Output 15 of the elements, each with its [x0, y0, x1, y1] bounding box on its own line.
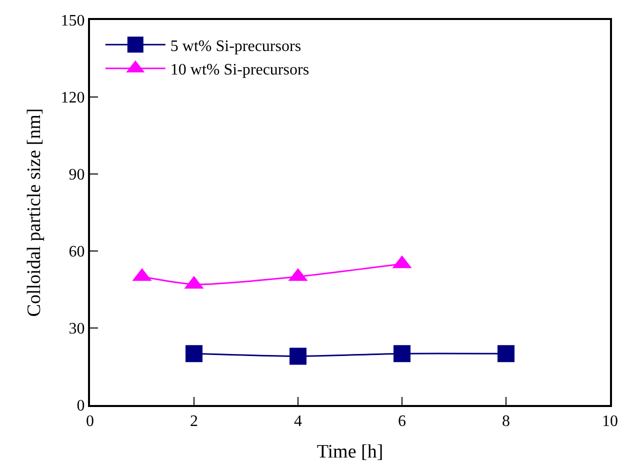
legend-label: 10 wt% Si-precursors — [170, 62, 310, 79]
legend-label: 5 wt% Si-precursors — [170, 38, 302, 55]
y-tick-label: 150 — [60, 12, 85, 30]
x-tick-label: 6 — [398, 413, 406, 430]
y-tick-label: 60 — [68, 244, 85, 261]
y-axis-title: Colloidal particle size [nm] — [24, 108, 46, 317]
x-tick-label: 10 — [602, 413, 618, 430]
x-axis-title: Time [h] — [316, 442, 384, 462]
y-tick-label: 30 — [68, 320, 85, 338]
x-tick-label: 4 — [294, 413, 302, 430]
x-tick-label: 2 — [190, 413, 198, 430]
y-tick-label: 120 — [60, 90, 85, 107]
y-tick-label: 0 — [76, 398, 85, 415]
y-tick-label: 90 — [68, 166, 85, 184]
x-tick-label: 8 — [502, 413, 510, 430]
